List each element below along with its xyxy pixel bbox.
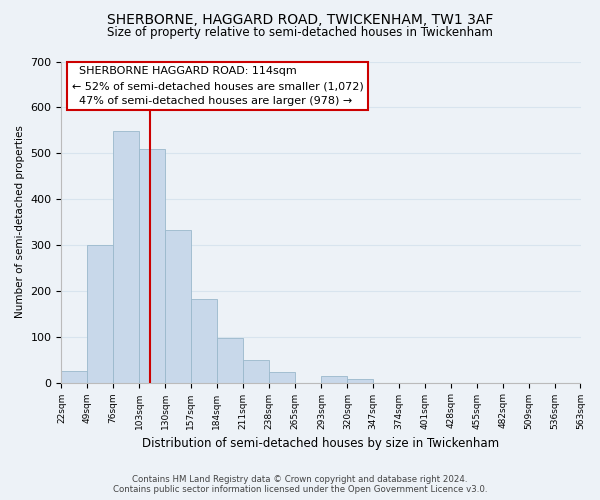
X-axis label: Distribution of semi-detached houses by size in Twickenham: Distribution of semi-detached houses by … [142,437,500,450]
Text: SHERBORNE, HAGGARD ROAD, TWICKENHAM, TW1 3AF: SHERBORNE, HAGGARD ROAD, TWICKENHAM, TW1… [107,12,493,26]
Bar [139,148,165,382]
Bar [61,371,88,382]
Text: SHERBORNE HAGGARD ROAD: 114sqm
← 52% of semi-detached houses are smaller (1,072): SHERBORNE HAGGARD ROAD: 114sqm ← 52% of … [72,66,364,106]
Bar [165,230,191,382]
Bar [243,360,269,382]
Bar [322,376,347,382]
Bar [217,338,243,382]
Text: Contains HM Land Registry data © Crown copyright and database right 2024.
Contai: Contains HM Land Registry data © Crown c… [113,474,487,494]
Bar [191,298,217,382]
Bar [269,372,295,382]
Bar [113,131,139,382]
Y-axis label: Number of semi-detached properties: Number of semi-detached properties [15,126,25,318]
Text: Size of property relative to semi-detached houses in Twickenham: Size of property relative to semi-detach… [107,26,493,39]
Bar [347,379,373,382]
Bar [88,245,113,382]
